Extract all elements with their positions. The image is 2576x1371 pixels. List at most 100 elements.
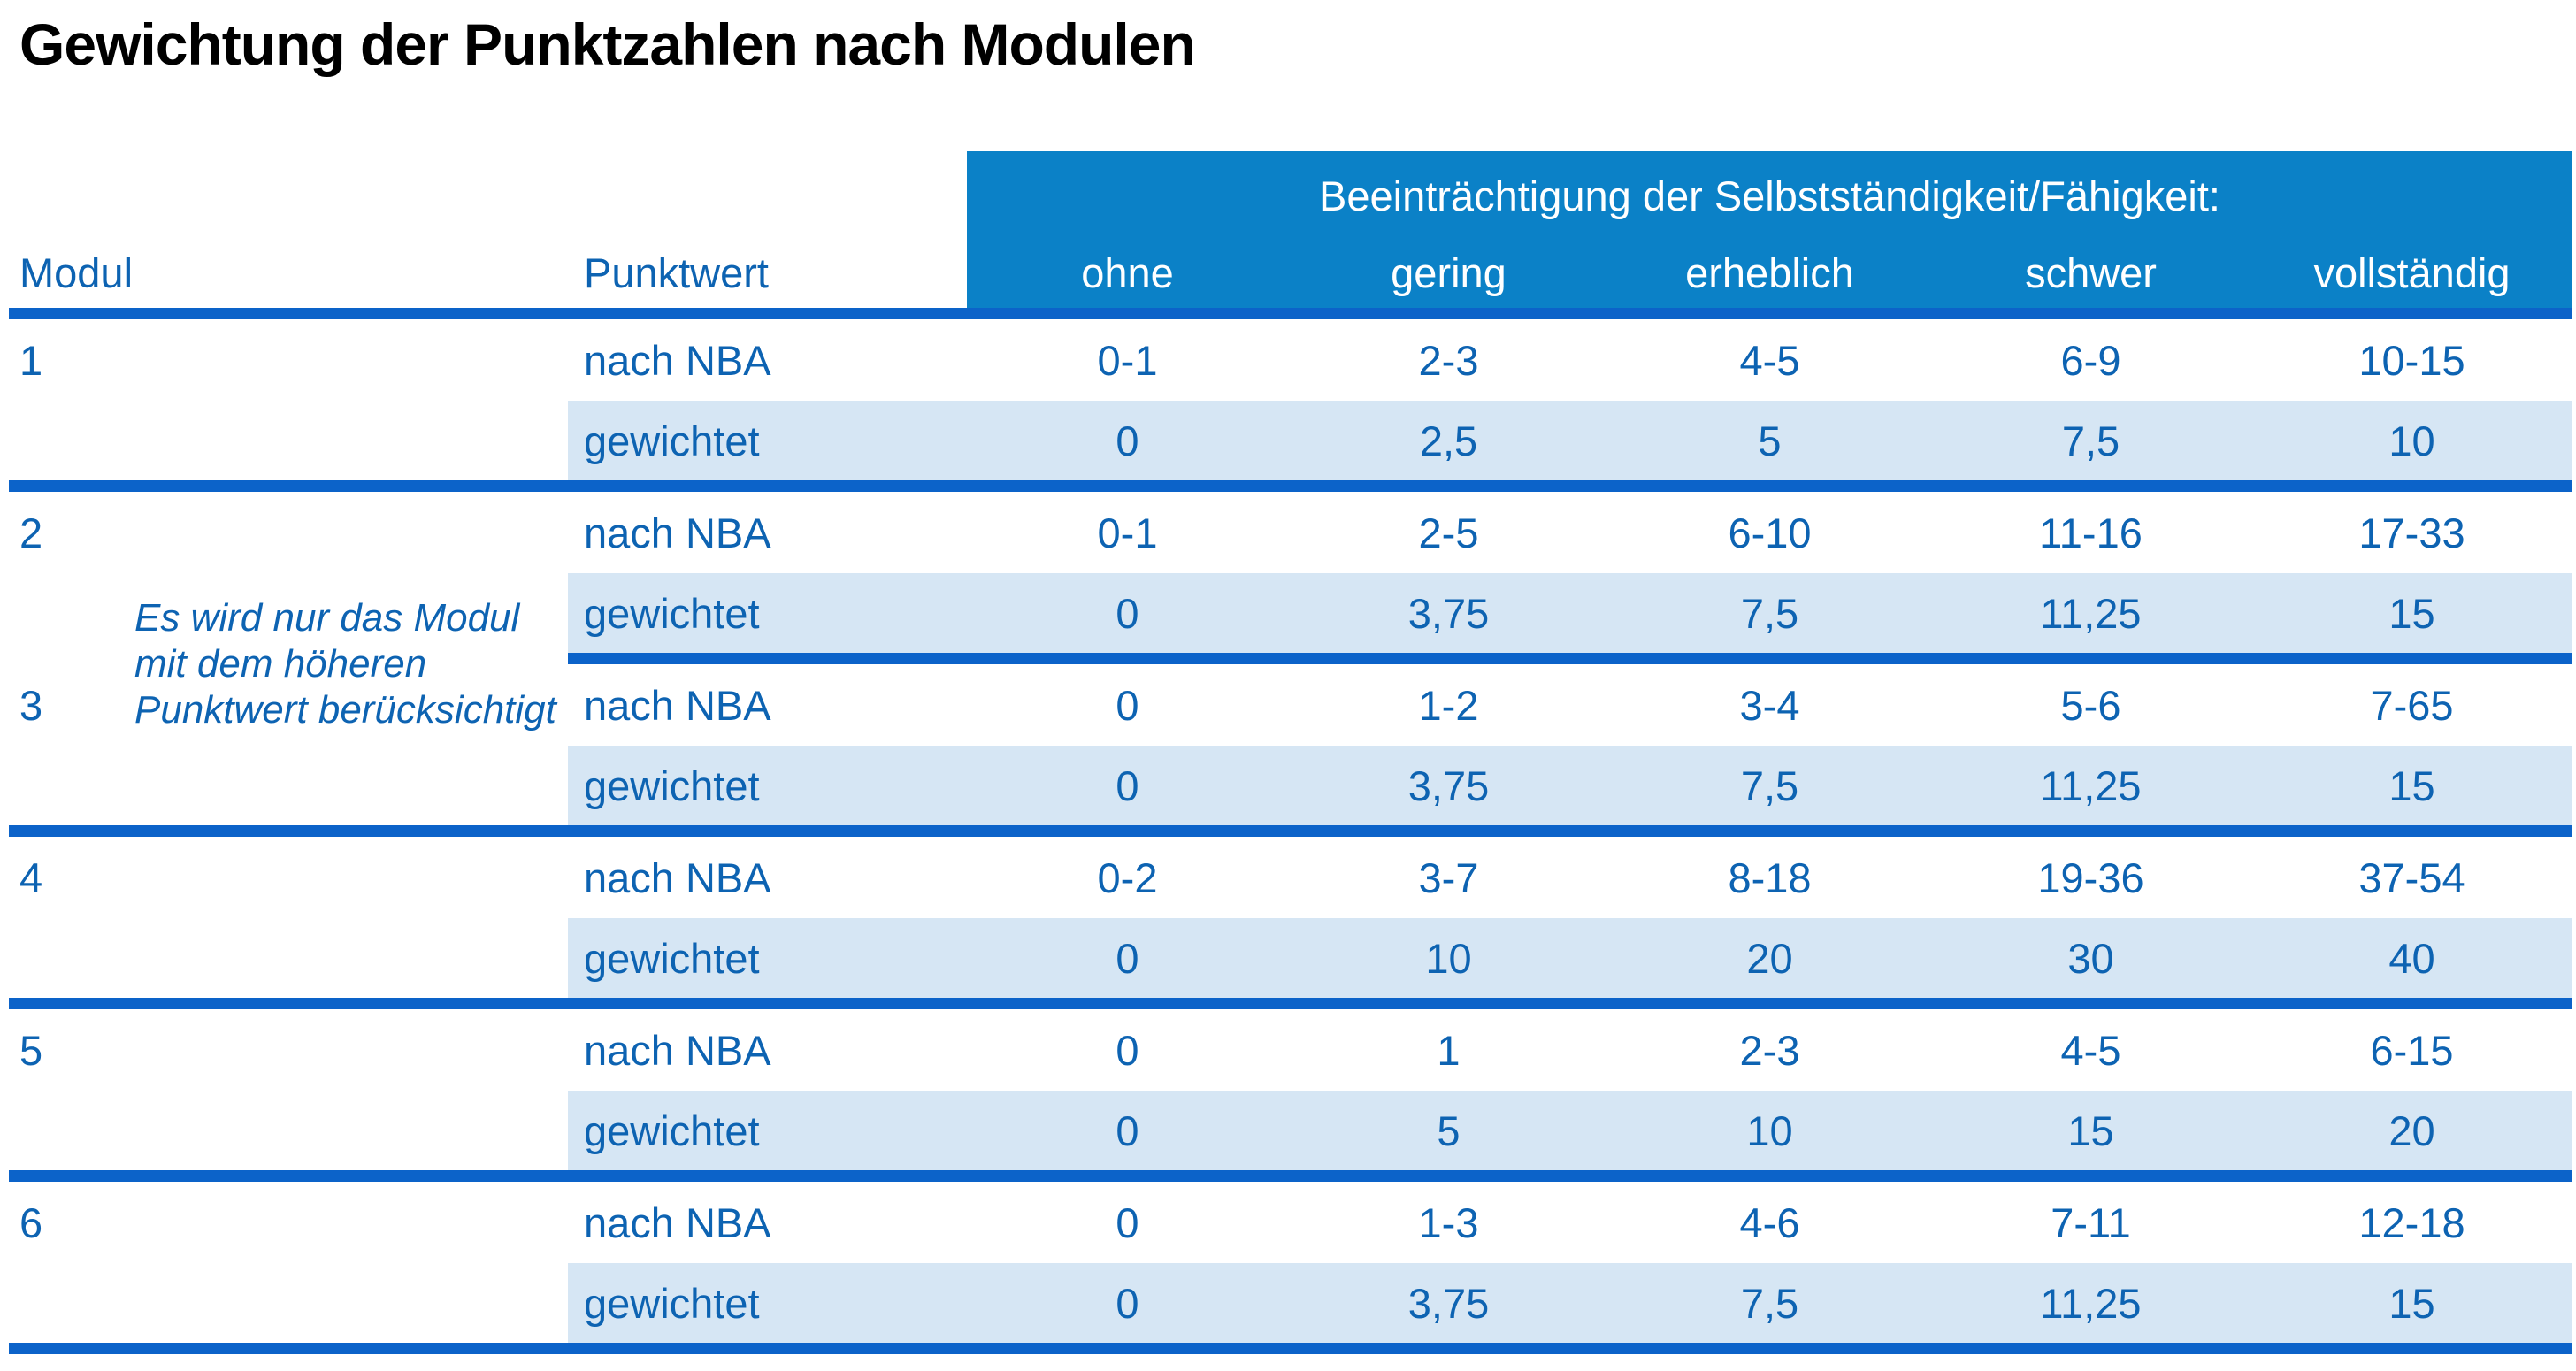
score-cell: 1-2 [1418,681,1479,729]
table-header: Modul Punktwert Beeinträchtigung der Sel… [0,151,2572,308]
column-header-punktwert: Punktwert [584,249,769,296]
divider [9,1170,2572,1182]
score-cell: 2-3 [1418,336,1479,384]
score-cell: 17-33 [2358,509,2465,556]
score-cell: 0 [1116,1279,1139,1327]
module-group-6: 6 nach NBA 0 1-3 4-6 7-11 12-18 gewichte… [0,1182,2572,1343]
weighting-table: Modul Punktwert Beeinträchtigung der Sel… [0,151,2572,1354]
empty-cell [0,746,568,825]
module-number: 4 [19,854,43,901]
column-header-ohne: ohne [1081,249,1174,296]
score-cell: 5 [1758,417,1782,464]
module-2-weighted-row: gewichtet 0 3,75 7,5 11,25 15 [0,573,2572,653]
module-number: 5 [19,1026,43,1074]
score-cell: 1-3 [1418,1199,1479,1246]
score-cell: 10-15 [2358,336,2465,384]
empty-cell [0,401,568,480]
score-cell: 30 [2067,934,2114,982]
score-cell: 0 [1116,1199,1139,1246]
score-cell: 0 [1116,417,1139,464]
score-cell: 3,75 [1407,589,1490,637]
score-cell: 3,75 [1407,762,1490,809]
score-cell: 0 [1116,1107,1139,1154]
score-cell: 10 [1746,1107,1793,1154]
module-1-nba-row: 1 nach NBA 0-1 2-3 4-5 6-9 10-15 [0,319,2572,401]
score-cell: 11,25 [2040,762,2142,809]
score-cell: 10 [1425,934,1472,982]
module-6-nba-row: 6 nach NBA 0 1-3 4-6 7-11 12-18 [0,1182,2572,1263]
score-cell: 5-6 [2060,681,2121,729]
score-cell: 7,5 [1740,1279,1799,1327]
column-header-gering: gering [1391,249,1506,296]
empty-cell [0,918,568,998]
row-label-nba: nach NBA [584,1199,771,1246]
module-group-1: 1 nach NBA 0-1 2-3 4-5 6-9 10-15 gewicht… [0,319,2572,480]
module-5-weighted-row: gewichtet 0 5 10 15 20 [0,1091,2572,1170]
module-2-nba-row: 2 nach NBA 0-1 2-5 6-10 11-16 17-33 [0,492,2572,573]
score-cell: 11,25 [2040,1279,2142,1327]
divider [9,825,2572,837]
score-cell: 7,5 [1740,762,1799,809]
module-number: 3 [19,681,43,729]
score-cell: 0 [1116,762,1139,809]
column-header-schwer: schwer [2025,249,2157,296]
row-label-nba: nach NBA [584,681,771,729]
score-cell: 2,5 [1419,417,1478,464]
score-cell: 2-5 [1418,509,1479,556]
row-label-nba: nach NBA [584,336,771,384]
score-cell: 4-5 [1739,336,1800,384]
score-cell: 20 [2388,1107,2435,1154]
module-note-line: mit dem höheren [134,642,427,686]
row-label-weighted: gewichtet [584,589,760,637]
empty-cell [0,1263,568,1343]
score-cell: 6-10 [1728,509,1812,556]
score-cell: 0-1 [1097,509,1158,556]
score-cell: 0 [1116,681,1139,729]
empty-cell [0,1091,568,1170]
module-number: 6 [19,1199,43,1246]
score-cell: 19-36 [2037,854,2144,901]
column-header-vollstaendig: vollständig [2313,249,2511,296]
severity-group-label: Beeinträchtigung der Selbstständigkeit/F… [1319,172,2220,219]
score-cell: 3-4 [1739,681,1800,729]
score-cell: 12-18 [2358,1199,2465,1246]
score-cell: 3-7 [1418,854,1479,901]
score-cell: 0 [1116,934,1139,982]
module-note-line: Punktwert berücksichtigt [134,688,556,731]
score-cell: 7-65 [2370,681,2454,729]
score-cell: 5 [1437,1107,1460,1154]
row-label-nba: nach NBA [584,1026,771,1074]
module-6-weighted-row: gewichtet 0 3,75 7,5 11,25 15 [0,1263,2572,1343]
severity-levels-row: ohne gering erheblich schwer vollständig [967,246,2572,308]
module-note-line: Es wird nur das Modul [134,596,520,640]
score-cell: 0-2 [1097,854,1158,901]
score-cell: 7,5 [1740,589,1799,637]
row-label-weighted: gewichtet [584,1279,760,1327]
score-cell: 15 [2388,589,2435,637]
module-group-4: 4 nach NBA 0-2 3-7 8-18 19-36 37-54 gewi… [0,837,2572,998]
module-number: 2 [19,509,43,556]
score-cell: 0 [1116,589,1139,637]
score-cell: 11-16 [2039,509,2143,556]
page-title: Gewichtung der Punktzahlen nach Modulen [19,11,1196,77]
module-3-nba-row: 3 nach NBA 0 1-2 3-4 5-6 7-65 [0,664,2572,746]
score-cell: 7-11 [2051,1199,2131,1246]
score-cell: 11,25 [2040,589,2142,637]
score-cell: 4-6 [1739,1199,1800,1246]
score-cell: 15 [2388,762,2435,809]
module-number: 1 [19,336,43,384]
module-4-weighted-row: gewichtet 0 10 20 30 40 [0,918,2572,998]
row-label-nba: nach NBA [584,509,771,556]
score-cell: 37-54 [2358,854,2465,901]
score-cell: 20 [1746,934,1793,982]
divider [9,998,2572,1009]
row-label-weighted: gewichtet [584,1107,760,1154]
module-4-nba-row: 4 nach NBA 0-2 3-7 8-18 19-36 37-54 [0,837,2572,918]
score-cell: 8-18 [1728,854,1812,901]
module-note: Es wird nur das Modul mit dem höheren Pu… [134,595,556,733]
divider-partial [568,653,2572,664]
score-cell: 1 [1437,1026,1460,1074]
module-group-2-3: 2 nach NBA 0-1 2-5 6-10 11-16 17-33 gewi… [0,492,2572,825]
column-header-erheblich: erheblich [1685,249,1854,296]
score-cell: 0-1 [1097,336,1158,384]
